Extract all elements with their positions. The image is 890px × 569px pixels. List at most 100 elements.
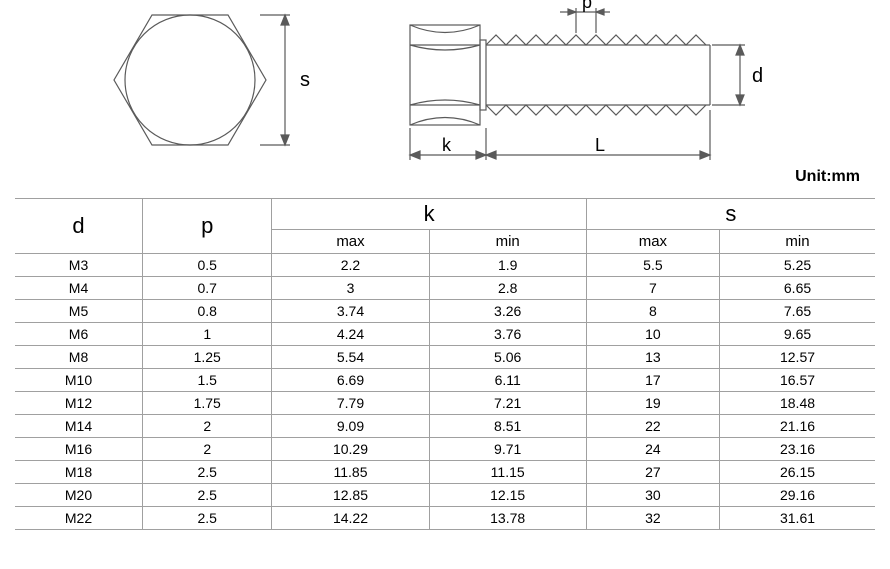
table-cell: 1.25 bbox=[143, 346, 272, 369]
table-row: M50.83.743.2687.65 bbox=[15, 300, 875, 323]
table-cell: 1.75 bbox=[143, 392, 272, 415]
unit-label: Unit:mm bbox=[795, 168, 860, 186]
dim-label-L: L bbox=[595, 135, 605, 155]
hex-head-diagram: s bbox=[110, 0, 320, 170]
table-cell: 30 bbox=[586, 484, 719, 507]
table-cell: M12 bbox=[15, 392, 143, 415]
dim-label-s: s bbox=[300, 69, 310, 91]
table-cell: 5.06 bbox=[429, 346, 586, 369]
header-k-min: min bbox=[429, 230, 586, 254]
table-cell: M14 bbox=[15, 415, 143, 438]
table-cell: 8.51 bbox=[429, 415, 586, 438]
table-cell: M10 bbox=[15, 369, 143, 392]
table-cell: M5 bbox=[15, 300, 143, 323]
technical-diagrams: s bbox=[0, 0, 890, 200]
table-cell: 29.16 bbox=[720, 484, 875, 507]
table-cell: 7.65 bbox=[720, 300, 875, 323]
table-row: M182.511.8511.152726.15 bbox=[15, 461, 875, 484]
table-cell: 26.15 bbox=[720, 461, 875, 484]
table-cell: 5.5 bbox=[586, 254, 719, 277]
dim-label-k: k bbox=[442, 135, 452, 155]
table-cell: 14.22 bbox=[272, 507, 429, 530]
table-cell: 18.48 bbox=[720, 392, 875, 415]
table-cell: 7.21 bbox=[429, 392, 586, 415]
table-header-row-1: d p k s bbox=[15, 199, 875, 230]
table-cell: M8 bbox=[15, 346, 143, 369]
table-cell: 1.5 bbox=[143, 369, 272, 392]
table-cell: 9.09 bbox=[272, 415, 429, 438]
table-cell: 0.8 bbox=[143, 300, 272, 323]
table-cell: 0.7 bbox=[143, 277, 272, 300]
table-cell: 4.24 bbox=[272, 323, 429, 346]
table-cell: 31.61 bbox=[720, 507, 875, 530]
table-cell: 12.15 bbox=[429, 484, 586, 507]
table-cell: 12.57 bbox=[720, 346, 875, 369]
table-cell: 12.85 bbox=[272, 484, 429, 507]
table-cell: 22 bbox=[586, 415, 719, 438]
table-cell: M16 bbox=[15, 438, 143, 461]
dim-label-p: p bbox=[582, 0, 592, 12]
table-cell: 13 bbox=[586, 346, 719, 369]
table-cell: 19 bbox=[586, 392, 719, 415]
table-cell: 9.71 bbox=[429, 438, 586, 461]
table-row: M202.512.8512.153029.16 bbox=[15, 484, 875, 507]
table-cell: M3 bbox=[15, 254, 143, 277]
header-k: k bbox=[272, 199, 586, 230]
table-cell: 3.74 bbox=[272, 300, 429, 323]
table-cell: 2.5 bbox=[143, 461, 272, 484]
table-cell: 1.9 bbox=[429, 254, 586, 277]
table-cell: 2.2 bbox=[272, 254, 429, 277]
table-cell: 6.65 bbox=[720, 277, 875, 300]
header-d: d bbox=[15, 199, 143, 254]
table-row: M81.255.545.061312.57 bbox=[15, 346, 875, 369]
table-cell: M22 bbox=[15, 507, 143, 530]
table-cell: 21.16 bbox=[720, 415, 875, 438]
table-row: M1429.098.512221.16 bbox=[15, 415, 875, 438]
table-cell: 10 bbox=[586, 323, 719, 346]
table-cell: 3 bbox=[272, 277, 429, 300]
table-cell: 10.29 bbox=[272, 438, 429, 461]
table-cell: 2.8 bbox=[429, 277, 586, 300]
table-cell: 13.78 bbox=[429, 507, 586, 530]
header-s-min: min bbox=[720, 230, 875, 254]
dim-label-d: d bbox=[752, 65, 763, 87]
table-cell: 23.16 bbox=[720, 438, 875, 461]
header-s-max: max bbox=[586, 230, 719, 254]
table-cell: 3.76 bbox=[429, 323, 586, 346]
spec-table-container: d p k s max min max min M30.52.21.95.55.… bbox=[15, 198, 875, 530]
table-row: M16210.299.712423.16 bbox=[15, 438, 875, 461]
table-cell: 32 bbox=[586, 507, 719, 530]
table-cell: 2 bbox=[143, 438, 272, 461]
table-cell: 9.65 bbox=[720, 323, 875, 346]
table-row: M101.56.696.111716.57 bbox=[15, 369, 875, 392]
header-s: s bbox=[586, 199, 875, 230]
table-cell: 17 bbox=[586, 369, 719, 392]
table-cell: 24 bbox=[586, 438, 719, 461]
table-cell: 5.25 bbox=[720, 254, 875, 277]
table-cell: 2.5 bbox=[143, 484, 272, 507]
table-cell: 7.79 bbox=[272, 392, 429, 415]
header-p: p bbox=[143, 199, 272, 254]
table-row: M614.243.76109.65 bbox=[15, 323, 875, 346]
table-cell: M4 bbox=[15, 277, 143, 300]
bolt-side-diagram: p d k L bbox=[400, 0, 800, 180]
table-row: M121.757.797.211918.48 bbox=[15, 392, 875, 415]
table-cell: 16.57 bbox=[720, 369, 875, 392]
table-cell: 8 bbox=[586, 300, 719, 323]
table-cell: M20 bbox=[15, 484, 143, 507]
table-cell: 6.69 bbox=[272, 369, 429, 392]
table-cell: 2 bbox=[143, 415, 272, 438]
table-cell: M18 bbox=[15, 461, 143, 484]
table-cell: 11.15 bbox=[429, 461, 586, 484]
table-cell: 27 bbox=[586, 461, 719, 484]
table-cell: 2.5 bbox=[143, 507, 272, 530]
table-cell: 5.54 bbox=[272, 346, 429, 369]
table-row: M40.732.876.65 bbox=[15, 277, 875, 300]
table-body: M30.52.21.95.55.25M40.732.876.65M50.83.7… bbox=[15, 254, 875, 530]
table-row: M222.514.2213.783231.61 bbox=[15, 507, 875, 530]
table-cell: 1 bbox=[143, 323, 272, 346]
table-cell: 11.85 bbox=[272, 461, 429, 484]
table-cell: 0.5 bbox=[143, 254, 272, 277]
table-cell: 6.11 bbox=[429, 369, 586, 392]
spec-table: d p k s max min max min M30.52.21.95.55.… bbox=[15, 198, 875, 530]
